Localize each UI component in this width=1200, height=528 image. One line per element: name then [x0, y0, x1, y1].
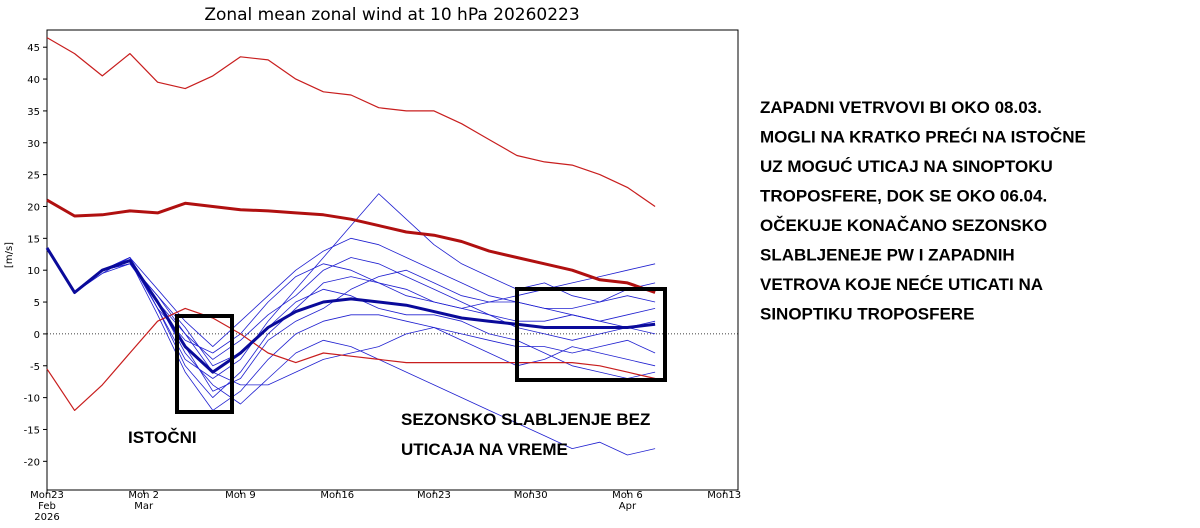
data-line [46, 307, 656, 411]
x-tick-label: Mon23 [30, 490, 64, 501]
y-tick-label: 40 [27, 75, 40, 86]
x-tick-label: Mon 2 [128, 490, 159, 501]
annotation: ISTOČNI [128, 428, 197, 447]
data-line [46, 247, 656, 379]
data-line [46, 237, 656, 347]
highlight-box [515, 287, 667, 382]
annotation: UTICAJA NA VREME [401, 440, 568, 459]
y-tick-label: 30 [27, 139, 40, 150]
side-text-line: TROPOSFERE, DOK SE OKO 06.04. [760, 187, 1047, 206]
y-tick-label: 10 [27, 266, 40, 277]
y-tick-label: 45 [27, 43, 40, 54]
x-tick-label: Mon16 [320, 490, 354, 501]
data-line [46, 198, 656, 294]
side-text-line: ZAPADNI VETRVOVI BI OKO 08.03. [760, 98, 1042, 117]
chart-title: Zonal mean zonal wind at 10 hPa 20260223 [204, 5, 579, 25]
x-tick-label: Mon13 [707, 490, 741, 501]
side-text-line: MOGLI NA KRATKO PREĆI NA ISTOČNE [760, 128, 1086, 147]
side-text-line: SINOPTIKU TROPOSFERE [760, 305, 974, 324]
y-tick-label: -15 [24, 425, 40, 436]
side-text-line: OČEKUJE KONAČANO SEZONSKO [760, 216, 1047, 235]
y-tick-label: -5 [30, 362, 40, 373]
y-tick-label: 20 [27, 202, 40, 213]
side-text-line: SLABLJENEJE PW I ZAPADNIH [760, 246, 1015, 265]
y-tick-label: 35 [27, 107, 40, 118]
y-tick-label: -10 [24, 394, 40, 405]
y-tick-label: 0 [34, 330, 40, 341]
data-line [45, 247, 656, 374]
x-tick-label: Mon 6 [612, 490, 643, 501]
data-line [46, 247, 656, 411]
x-tick-label: Mon30 [514, 490, 548, 501]
y-tick-label: 25 [27, 171, 40, 182]
y-axis-label: [m/s] [4, 242, 15, 268]
x-tick-label: Mon23 [417, 490, 451, 501]
data-line [46, 37, 656, 207]
x-tick-label: Mon 9 [225, 490, 256, 501]
x-month-label: Mar [134, 501, 154, 512]
y-tick-label: 5 [34, 298, 40, 309]
data-line [46, 247, 656, 354]
x-year-label: 2026 [34, 512, 59, 523]
y-tick-label: 15 [27, 234, 40, 245]
y-tick-label: -20 [24, 457, 40, 468]
side-text-line: VETROVA KOJE NEĆE UTICATI NA [760, 275, 1043, 294]
plot-frame [46, 29, 739, 491]
highlight-box [175, 314, 234, 414]
side-text-line: UZ MOGUĆ UTICAJ NA SINOPTOKU [760, 157, 1053, 176]
x-month-label: Apr [619, 501, 637, 512]
annotation: SEZONSKO SLABLJENJE BEZ [401, 410, 650, 429]
x-month-label: Feb [38, 501, 56, 512]
